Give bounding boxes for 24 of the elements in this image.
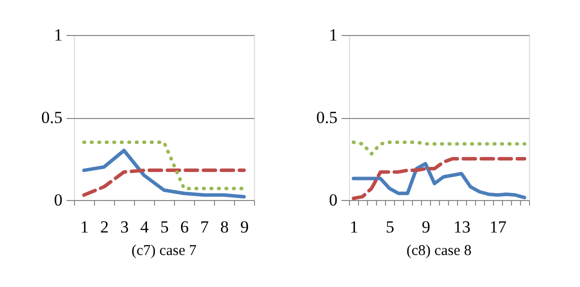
x-tick-label: 7 <box>200 218 210 236</box>
x-tick-label: 5 <box>160 218 169 236</box>
line-series <box>82 168 246 197</box>
text: (c7) case 7 <box>132 243 197 259</box>
y-tick-label: 0.5 <box>316 108 338 127</box>
y-tick-label: 0 <box>329 190 338 210</box>
x-tick-label: 2 <box>100 218 109 236</box>
text: (c8) case 8 <box>406 243 472 259</box>
x-tick-label: 8 <box>220 218 229 236</box>
x-tick-label: 3 <box>120 218 129 236</box>
x-tick-label: 6 <box>180 218 189 236</box>
x-tick-label: 9 <box>422 218 430 236</box>
x-tick-label: 17 <box>490 218 507 236</box>
y-tick-label: 0.5 <box>41 108 62 127</box>
y-tick-label: 1 <box>54 26 62 44</box>
line-series <box>82 148 246 198</box>
x-tick-label: 9 <box>240 218 249 236</box>
x-tick-label: 1 <box>80 218 89 236</box>
y-tick-label: 0 <box>54 190 62 210</box>
x-tick-label: 1 <box>350 218 358 236</box>
y-tick-label: 1 <box>329 26 338 44</box>
x-tick-label: 4 <box>140 218 150 236</box>
x-tick-label: 13 <box>454 218 470 236</box>
x-tick-label: 5 <box>386 218 394 236</box>
